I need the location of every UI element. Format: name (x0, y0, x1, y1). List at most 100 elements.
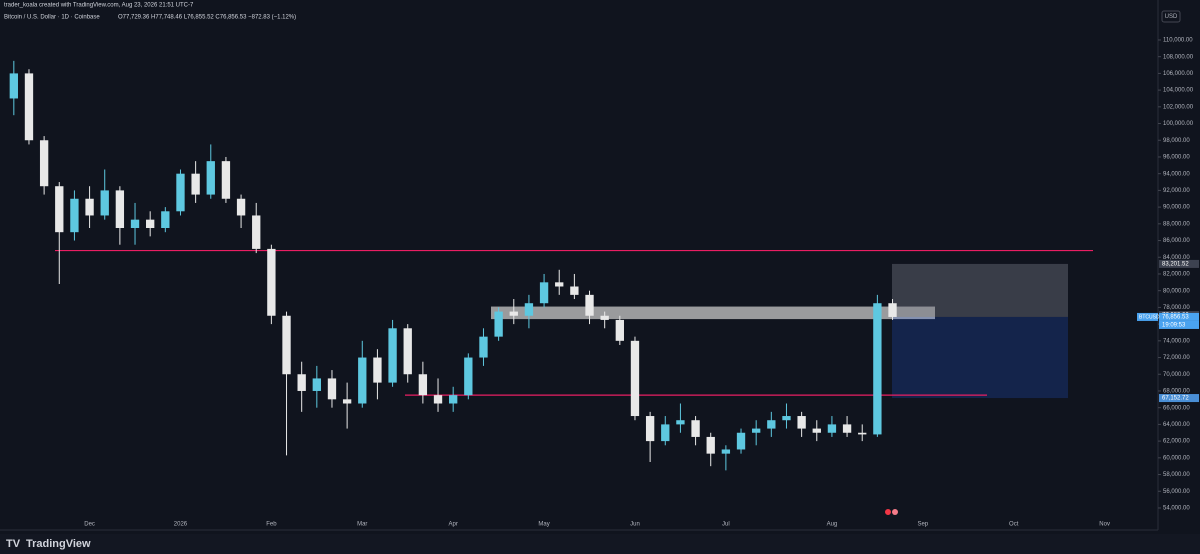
x-tick-label: Jul (722, 522, 730, 528)
currency[interactable]: USD (1165, 14, 1178, 20)
y-tick-label: 92,000.00 (1163, 188, 1190, 194)
candle-body (236, 198, 246, 216)
y-tick-label: 60,000.00 (1163, 455, 1190, 461)
y-tick-label: 106,000.00 (1163, 71, 1194, 77)
candle-body (661, 424, 670, 442)
y-tick-label: 100,000.00 (1163, 121, 1194, 127)
y-tick-label: 90,000.00 (1163, 205, 1190, 211)
candle-body (630, 340, 640, 417)
candle-body (282, 315, 291, 375)
candle-body (433, 395, 443, 404)
candle-body (570, 286, 579, 295)
candle-body (752, 428, 761, 433)
y-tick-label: 84,000.00 (1163, 255, 1190, 261)
x-tick-label: Sep (917, 522, 928, 528)
candle-body (176, 173, 185, 212)
y-tick-label: 56,000.00 (1163, 489, 1190, 495)
x-tick-label: Jun (630, 522, 640, 528)
candle-body (449, 395, 458, 404)
y-tick-label: 74,000.00 (1163, 338, 1190, 344)
candle-body (827, 424, 837, 433)
price-tag (1159, 312, 1199, 321)
candle-body (494, 311, 503, 337)
candle-body (191, 173, 200, 195)
y-tick-label: 58,000.00 (1163, 472, 1190, 478)
candle-body (812, 428, 821, 433)
candle-body (706, 436, 715, 454)
candle-body (600, 315, 609, 320)
candle-body (221, 161, 231, 199)
y-tick-label: 98,000.00 (1163, 138, 1190, 144)
candle-body (24, 73, 34, 141)
y-tick-label: 108,000.00 (1163, 54, 1194, 60)
candle-body (736, 432, 746, 450)
candle-body (115, 190, 125, 229)
footer (0, 534, 1200, 554)
y-tick-label: 72,000.00 (1163, 355, 1190, 361)
candle-body (721, 449, 731, 454)
x-tick-label: Feb (266, 522, 277, 528)
candle-body (645, 416, 655, 442)
y-tick-label: 82,000.00 (1163, 272, 1190, 278)
candle-body (479, 336, 488, 358)
price-tag-label: 76,856.53 (1162, 315, 1189, 321)
candle-body (842, 424, 852, 433)
symbol-tag-box (1137, 312, 1158, 321)
y-tick-label: 94,000.00 (1163, 171, 1190, 177)
y-tick-label: 110,000.00 (1163, 38, 1193, 44)
candle-body (70, 198, 79, 233)
x-tick-label: Mar (357, 522, 367, 528)
countdown-box (1159, 320, 1199, 329)
candle-body (555, 282, 564, 287)
candle-body (873, 303, 882, 435)
y-tick-label: 68,000.00 (1163, 389, 1190, 395)
candle-body (267, 248, 276, 316)
price-tag-label: 67,152.72 (1162, 396, 1189, 402)
event-icon[interactable] (885, 509, 891, 515)
candle-body (767, 420, 776, 429)
y-tick-label: 64,000.00 (1163, 422, 1190, 428)
candle-body (858, 432, 867, 435)
event-icon[interactable] (892, 509, 898, 515)
candle-body (312, 378, 321, 391)
candle-body (130, 219, 140, 229)
x-tick-label: Aug (827, 522, 838, 528)
candle-body (327, 378, 337, 400)
countdown: 19:09:53 (1162, 323, 1186, 329)
candle-body (297, 374, 306, 391)
candle-body (676, 420, 685, 425)
candle-body (373, 357, 382, 383)
x-tick-label: 2026 (174, 522, 188, 528)
candle-body (9, 73, 18, 99)
candle-body (539, 282, 549, 304)
logo: TV (6, 538, 21, 550)
y-tick-label: 86,000.00 (1163, 238, 1190, 244)
candle-body (39, 140, 49, 187)
position-stop (892, 316, 1068, 399)
credit: trader_koala created with TradingView.co… (4, 3, 194, 9)
x-tick-label: May (538, 522, 549, 528)
y-tick-label: 88,000.00 (1163, 221, 1190, 227)
candle-body (206, 161, 215, 195)
y-tick-label: 78,000.00 (1163, 305, 1190, 311)
symbol: Bitcoin / U.S. Dollar · 1D · Coinbase (4, 15, 100, 21)
candle-body (464, 357, 473, 396)
y-tick-label: 66,000.00 (1163, 405, 1190, 411)
currency-box[interactable] (1161, 10, 1181, 23)
candle-body (888, 303, 897, 317)
candle-body (403, 328, 412, 375)
candle-body (55, 186, 64, 233)
x-tick-label: Oct (1009, 522, 1019, 528)
candle-body (146, 219, 155, 229)
position-target (892, 263, 1068, 317)
candle-body (161, 211, 170, 229)
y-tick-label: 102,000.00 (1163, 104, 1194, 110)
y-tick-label: 62,000.00 (1163, 439, 1190, 445)
candle-body (100, 190, 109, 216)
x-tick-label: Dec (84, 522, 95, 528)
candle-body (388, 328, 397, 383)
candle-body (797, 416, 806, 429)
symbol-tag: BTCUSD (1139, 314, 1160, 320)
candle-body (585, 294, 594, 316)
